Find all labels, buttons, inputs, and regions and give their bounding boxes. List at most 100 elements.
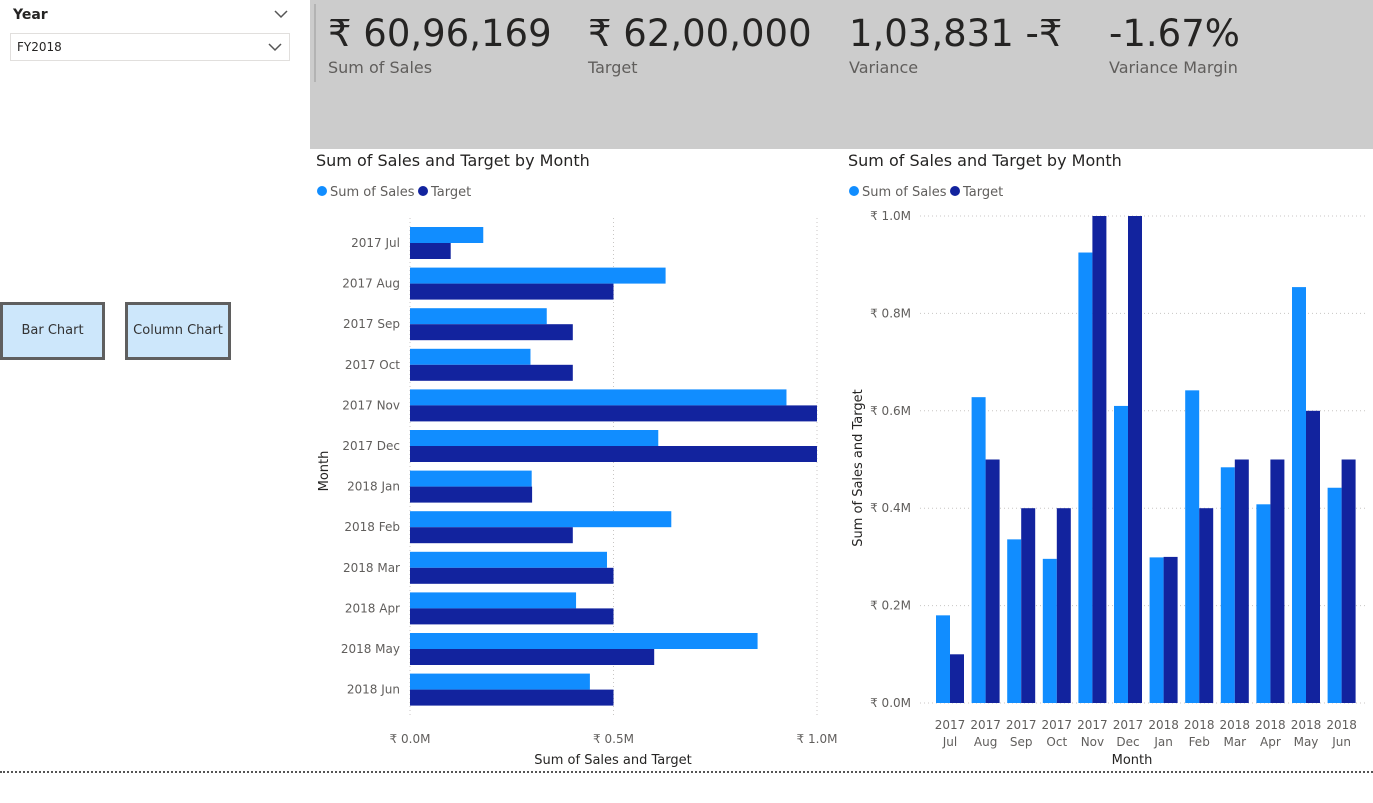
column-sales[interactable] — [1114, 405, 1128, 703]
category-label: Jul — [942, 735, 957, 749]
column-chart-button[interactable]: Column Chart — [125, 302, 231, 360]
bar-sales[interactable] — [410, 267, 666, 284]
column-sales[interactable] — [1042, 558, 1057, 703]
category-label: 2017 Jul — [351, 236, 400, 250]
x-tick-label: ₹ 1.0M — [797, 732, 838, 746]
column-sales[interactable] — [936, 615, 950, 703]
bar-target[interactable] — [410, 243, 451, 259]
column-sales[interactable] — [971, 397, 986, 703]
y-axis-title: Month — [317, 451, 332, 492]
column-target[interactable] — [1092, 216, 1107, 703]
kpi-value: ₹ 60,96,169 — [328, 12, 552, 55]
category-label: 2018 May — [341, 642, 400, 656]
bar-target[interactable] — [410, 364, 573, 381]
bar-sales[interactable] — [410, 430, 659, 446]
category-label: Sep — [1010, 735, 1033, 749]
bar-sales[interactable] — [410, 511, 672, 528]
x-tick-label: ₹ 0.0M — [390, 732, 431, 746]
kpi-label: Target — [588, 58, 638, 77]
y-tick-label: ₹ 1.0M — [870, 209, 911, 223]
bar-sales[interactable] — [410, 470, 532, 487]
category-label: 2018 — [1184, 718, 1215, 732]
bar-sales[interactable] — [410, 592, 577, 609]
column-target[interactable] — [1341, 459, 1356, 704]
x-axis-title: Sum of Sales and Target — [534, 753, 692, 768]
category-label: Dec — [1116, 735, 1139, 749]
category-label: Nov — [1081, 735, 1104, 749]
bar-target[interactable] — [410, 446, 817, 462]
bar-sales[interactable] — [410, 633, 758, 649]
column-target[interactable] — [1306, 410, 1320, 703]
bar-sales[interactable] — [410, 227, 484, 243]
chevron-down-icon[interactable] — [272, 6, 290, 22]
legend-marker-target — [950, 186, 960, 196]
legend-marker-sales — [317, 186, 327, 196]
legend-label-sales: Sum of Sales — [862, 185, 947, 200]
column-target[interactable] — [985, 459, 1000, 704]
bar-chart-svg: Sum of Sales and Target by Month Sum of … — [316, 151, 838, 768]
kpi-value: -1.67% — [1109, 12, 1240, 55]
category-label: 2018 — [1255, 718, 1286, 732]
bar-target[interactable] — [410, 567, 614, 584]
x-tick-label: ₹ 0.5M — [593, 732, 634, 746]
y-tick-label: ₹ 0.8M — [870, 306, 911, 320]
column-target[interactable] — [1021, 508, 1036, 703]
column-sales[interactable] — [1149, 557, 1164, 703]
category-label: Mar — [1223, 735, 1246, 749]
year-dropdown[interactable]: FY2018 — [10, 33, 290, 61]
bar-chart: Sum of Sales and Target by Month Sum of … — [310, 150, 840, 770]
bar-chart-button[interactable]: Bar Chart — [0, 302, 105, 360]
category-label: 2017 — [1077, 718, 1108, 732]
column-sales[interactable] — [1220, 467, 1235, 703]
category-label: Oct — [1046, 735, 1067, 749]
column-sales[interactable] — [1292, 287, 1306, 703]
category-label: 2017 — [1006, 718, 1037, 732]
column-target[interactable] — [1234, 459, 1249, 704]
category-label: 2018 — [1148, 718, 1179, 732]
bar-target[interactable] — [410, 689, 614, 706]
column-target[interactable] — [1270, 459, 1285, 704]
y-tick-label: ₹ 0.2M — [870, 599, 911, 613]
bar-target[interactable] — [410, 324, 573, 341]
column-target[interactable] — [1163, 556, 1178, 703]
category-label: 2017 Nov — [342, 398, 400, 412]
column-target[interactable] — [950, 654, 964, 703]
kpi-variance-margin: -1.67% Variance Margin — [1109, 12, 1240, 77]
category-label: Jan — [1153, 735, 1173, 749]
bar-target[interactable] — [410, 649, 655, 665]
kpi-label: Variance Margin — [1109, 58, 1238, 77]
column-sales[interactable] — [1078, 252, 1093, 703]
bar-sales[interactable] — [410, 551, 607, 568]
column-sales[interactable] — [1327, 487, 1342, 703]
bar-target[interactable] — [410, 405, 817, 422]
category-label: 2018 Mar — [343, 561, 400, 575]
column-chart-svg: Sum of Sales and Target by Month Sum of … — [848, 151, 1367, 768]
column-sales[interactable] — [1185, 390, 1200, 703]
slicer-title: Year — [13, 7, 48, 23]
kpi-value: ₹ 62,00,000 — [588, 12, 812, 55]
bar-sales[interactable] — [410, 673, 590, 690]
bar-sales[interactable] — [410, 389, 787, 406]
page-bottom-divider — [0, 771, 1373, 773]
x-axis-title: Month — [1112, 753, 1153, 768]
column-target[interactable] — [1199, 508, 1214, 703]
bar-target[interactable] — [410, 527, 573, 544]
category-label: 2018 — [1220, 718, 1251, 732]
column-target[interactable] — [1128, 216, 1142, 703]
kpi-sum-of-sales: ₹ 60,96,169 Sum of Sales — [328, 12, 552, 77]
category-label: May — [1294, 735, 1319, 749]
bar-sales[interactable] — [410, 308, 547, 325]
bar-target[interactable] — [410, 283, 614, 300]
category-label: 2018 Apr — [345, 601, 400, 615]
column-target[interactable] — [1056, 508, 1071, 703]
column-sales[interactable] — [1256, 504, 1271, 703]
legend-marker-target — [418, 186, 428, 196]
bar-target[interactable] — [410, 608, 614, 625]
legend-label-target: Target — [962, 185, 1003, 200]
bar-sales[interactable] — [410, 348, 531, 365]
category-label: Aug — [974, 735, 997, 749]
kpi-panel-edge — [314, 4, 316, 82]
column-sales[interactable] — [1007, 539, 1022, 703]
category-label: 2018 — [1326, 718, 1357, 732]
bar-target[interactable] — [410, 486, 533, 503]
